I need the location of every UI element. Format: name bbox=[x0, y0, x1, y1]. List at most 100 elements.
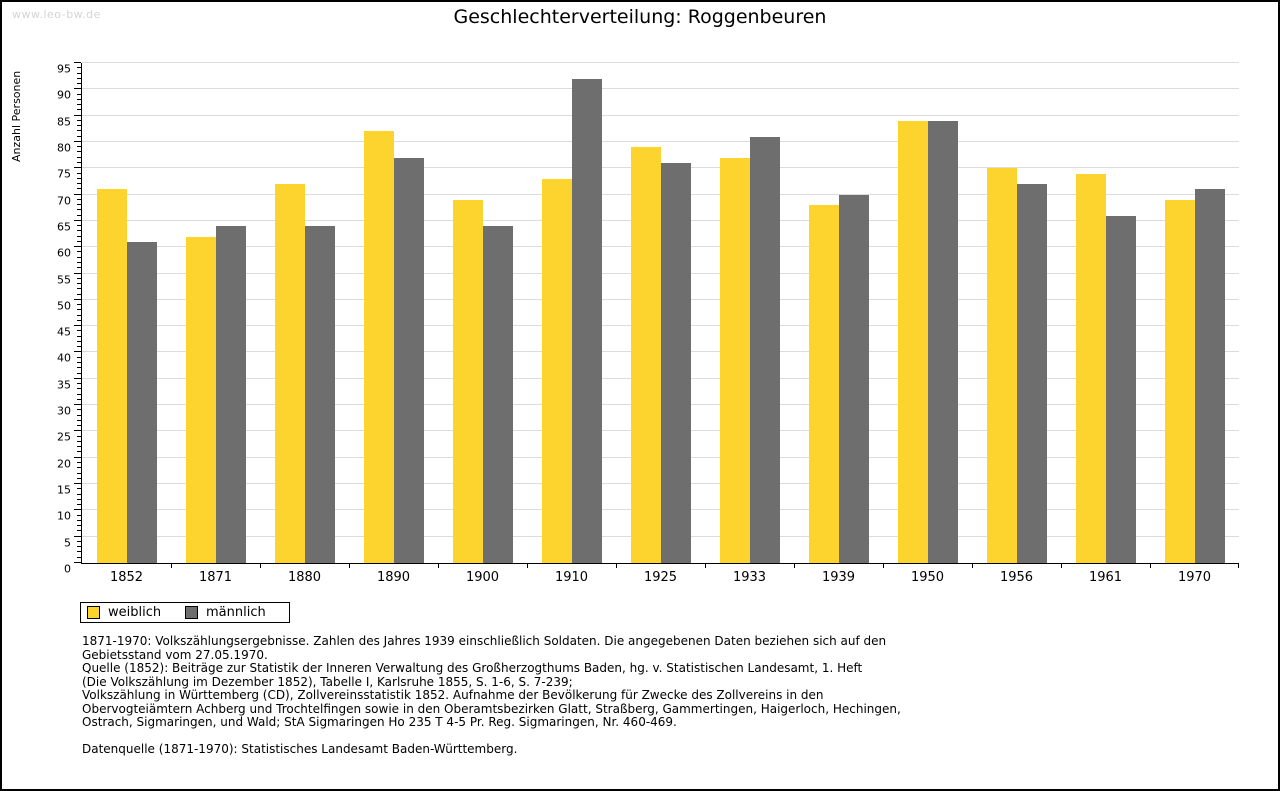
y-minor-tick-33 bbox=[77, 388, 81, 390]
y-minor-tick-46 bbox=[77, 319, 81, 321]
y-minor-tick-1 bbox=[77, 556, 81, 558]
bar-weiblich-1961 bbox=[1075, 173, 1106, 563]
y-tick-label-40: 40 bbox=[57, 351, 71, 365]
x-tick-label-1925: 1925 bbox=[643, 570, 678, 585]
y-minor-tick-86 bbox=[77, 109, 81, 111]
footnote-line-6: Obervogteiämtern Achberg und Trochtelfin… bbox=[82, 701, 901, 716]
x-boundary-tick-10 bbox=[972, 563, 973, 568]
bar-männlich-1956 bbox=[1016, 184, 1047, 563]
y-major-tick-60 bbox=[74, 246, 81, 248]
y-minor-tick-3 bbox=[77, 546, 81, 548]
legend-label: männlich bbox=[206, 605, 266, 620]
y-minor-tick-76 bbox=[77, 162, 81, 163]
y-minor-tick-18 bbox=[77, 467, 81, 469]
y-axis-title: Anzahl Personen bbox=[10, 70, 23, 162]
footnote-line-9: Datenquelle (1871-1970): Statistisches L… bbox=[82, 742, 518, 756]
y-major-tick-75 bbox=[74, 167, 81, 169]
y-minor-tick-94 bbox=[77, 67, 81, 69]
y-minor-tick-61 bbox=[77, 240, 81, 242]
y-minor-tick-48 bbox=[77, 309, 81, 311]
x-tick-label-1890: 1890 bbox=[376, 570, 411, 585]
y-minor-tick-73 bbox=[77, 177, 81, 179]
bar-group-1925 bbox=[616, 63, 705, 563]
y-major-tick-30 bbox=[74, 404, 81, 406]
y-minor-tick-22 bbox=[77, 446, 81, 448]
y-minor-tick-31 bbox=[77, 398, 81, 400]
y-minor-tick-52 bbox=[77, 288, 81, 290]
legend-label: weiblich bbox=[108, 605, 162, 620]
y-minor-tick-28 bbox=[77, 414, 81, 416]
footnote-line-2: Gebietsstand vom 27.05.1970. bbox=[82, 647, 268, 662]
y-minor-tick-29 bbox=[77, 409, 81, 411]
y-tick-label-20: 20 bbox=[57, 457, 71, 471]
y-minor-tick-51 bbox=[77, 293, 81, 295]
bar-weiblich-1939 bbox=[808, 205, 839, 563]
y-minor-tick-67 bbox=[77, 209, 81, 211]
y-major-tick-25 bbox=[74, 430, 81, 432]
watermark: www.leo-bw.de bbox=[12, 8, 101, 21]
x-tick-label-1950: 1950 bbox=[910, 570, 945, 585]
bar-group-1939 bbox=[794, 63, 883, 563]
x-boundary-tick-end bbox=[1238, 563, 1239, 568]
y-tick-label-85: 85 bbox=[57, 115, 71, 129]
gridline-85 bbox=[82, 114, 1239, 116]
x-tick-label-1871: 1871 bbox=[198, 570, 233, 585]
y-minor-tick-2 bbox=[77, 551, 81, 553]
y-minor-tick-32 bbox=[77, 393, 81, 395]
y-tick-label-35: 35 bbox=[57, 378, 71, 392]
y-minor-tick-42 bbox=[77, 340, 81, 342]
y-minor-tick-6 bbox=[77, 530, 81, 532]
y-minor-tick-59 bbox=[77, 251, 81, 253]
y-major-tick-65 bbox=[74, 219, 81, 221]
bar-group-1852 bbox=[82, 63, 171, 563]
bar-group-1900 bbox=[438, 63, 527, 563]
y-minor-tick-8 bbox=[77, 519, 81, 521]
bar-group-1933 bbox=[705, 63, 794, 563]
bar-männlich-1970 bbox=[1194, 189, 1225, 563]
y-minor-tick-93 bbox=[77, 72, 81, 74]
y-minor-tick-13 bbox=[77, 493, 81, 495]
x-boundary-tick-12 bbox=[1150, 563, 1151, 568]
y-minor-tick-23 bbox=[77, 440, 81, 442]
bar-männlich-1939 bbox=[838, 194, 869, 563]
y-minor-tick-91 bbox=[77, 83, 81, 85]
footnote-line-7: Ostrach, Sigmaringen, und Wald; StA Sigm… bbox=[82, 715, 677, 729]
y-minor-tick-26 bbox=[77, 425, 81, 427]
y-tick-label-25: 25 bbox=[57, 430, 71, 444]
bar-männlich-1950 bbox=[927, 120, 958, 563]
bar-weiblich-1852 bbox=[96, 189, 127, 563]
bar-männlich-1961 bbox=[1105, 215, 1136, 563]
y-minor-tick-39 bbox=[77, 356, 81, 358]
y-major-tick-40 bbox=[74, 351, 81, 353]
y-tick-label-0: 0 bbox=[64, 562, 71, 576]
x-axis-line bbox=[81, 563, 1239, 564]
bar-weiblich-1871 bbox=[185, 236, 216, 563]
bar-group-1880 bbox=[260, 63, 349, 563]
y-tick-label-95: 95 bbox=[57, 62, 71, 76]
x-tick-label-1961: 1961 bbox=[1088, 570, 1123, 585]
y-minor-tick-14 bbox=[77, 488, 81, 490]
y-tick-label-50: 50 bbox=[57, 299, 71, 313]
y-minor-tick-36 bbox=[77, 372, 81, 374]
footnote-line-1: 1871-1970: Volkszählungsergebnisse. Zahl… bbox=[82, 634, 887, 648]
x-tick-label-1880: 1880 bbox=[287, 570, 322, 585]
y-minor-tick-43 bbox=[77, 335, 81, 337]
x-tick-label-1939: 1939 bbox=[821, 570, 856, 585]
y-axis-line bbox=[81, 63, 82, 564]
x-boundary-tick-9 bbox=[883, 563, 884, 568]
y-tick-label-80: 80 bbox=[57, 141, 71, 155]
y-minor-tick-41 bbox=[77, 346, 81, 348]
y-major-tick-70 bbox=[74, 193, 81, 195]
y-tick-label-55: 55 bbox=[57, 273, 71, 287]
y-major-tick-90 bbox=[74, 88, 81, 90]
x-boundary-tick-2 bbox=[260, 563, 261, 568]
y-major-tick-10 bbox=[74, 509, 81, 511]
y-tick-label-70: 70 bbox=[57, 194, 71, 208]
y-minor-tick-64 bbox=[77, 225, 81, 227]
y-major-tick-35 bbox=[74, 377, 81, 379]
y-major-tick-85 bbox=[74, 114, 81, 116]
legend-swatch-weiblich bbox=[87, 606, 100, 619]
x-tick-label-1910: 1910 bbox=[554, 570, 589, 585]
y-tick-label-10: 10 bbox=[57, 509, 71, 523]
y-tick-label-75: 75 bbox=[57, 167, 71, 181]
